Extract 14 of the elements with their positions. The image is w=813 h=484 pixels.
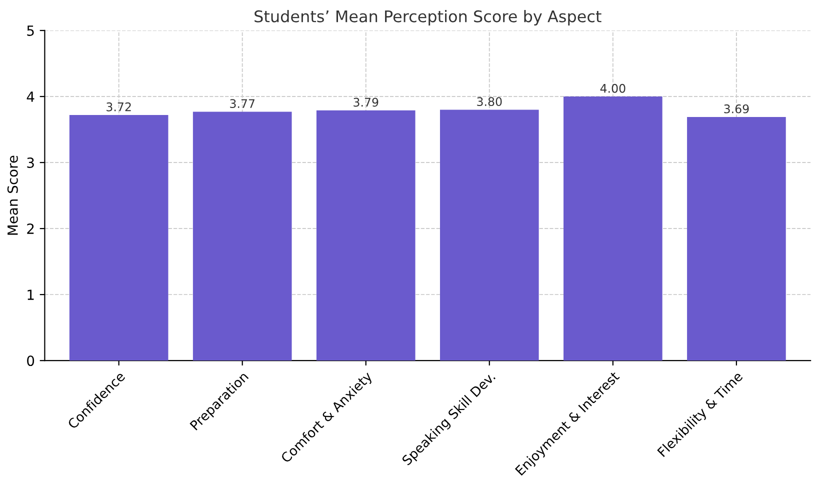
y-tick-label: 3 (27, 157, 34, 168)
y-axis-title: Mean Score (7, 156, 18, 235)
data-label: 4.00 (600, 84, 626, 93)
y-tick-label: 0 (27, 356, 34, 366)
y-tick-label: 2 (27, 224, 34, 234)
data-label: 3.69 (724, 104, 749, 114)
y-tick-label: 4 (26, 92, 34, 102)
data-label: 3.80 (477, 97, 502, 106)
data-label: 3.77 (230, 99, 254, 108)
data-label: 3.79 (354, 98, 378, 107)
y-tick-label: 1 (28, 290, 34, 300)
chart-title: Students’ Mean Perception Score by Aspect (254, 10, 602, 26)
data-label: 3.72 (106, 102, 131, 112)
y-tick-label: 5 (27, 26, 34, 36)
